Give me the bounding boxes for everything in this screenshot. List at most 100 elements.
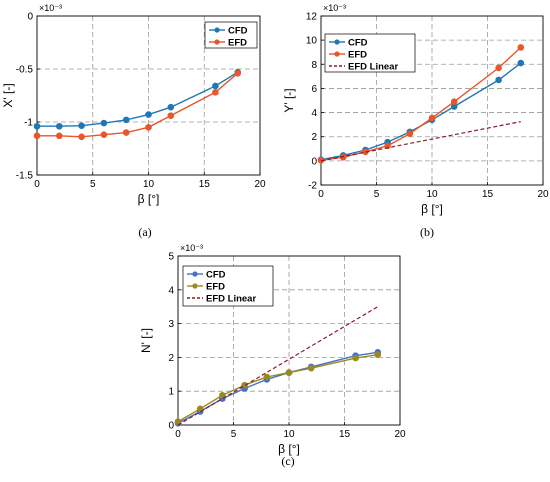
chart-0: 0 5 10 15 20 0 -0.5 -1 -1.5 ×10⁻³ β [°] X' [-] CFDEF… xyxy=(1,3,266,239)
y-tick-label: -1 xyxy=(24,118,33,129)
data-point xyxy=(307,364,315,372)
legend-box xyxy=(204,21,258,49)
y-axis-label: N' [-] xyxy=(139,328,153,353)
legend-entry: EFD Linear xyxy=(348,62,398,73)
data-point xyxy=(56,122,63,130)
data-point xyxy=(33,132,41,140)
x-tick-label: 15 xyxy=(339,429,351,440)
y-tick-label: -1.5 xyxy=(16,171,34,182)
data-point xyxy=(517,44,525,51)
y-tick-label: 2 xyxy=(311,132,317,143)
data-point xyxy=(495,64,502,72)
y-tick-label: 4 xyxy=(168,285,174,296)
legend-entry: CFD xyxy=(206,270,226,281)
y-tick-label: -2 xyxy=(308,181,317,192)
y-tick-label: 0 xyxy=(27,12,33,23)
y-tick-label: 1 xyxy=(168,387,174,398)
y-tick-label: 3 xyxy=(168,319,174,330)
data-point xyxy=(78,133,85,141)
data-point xyxy=(145,111,152,118)
exponent-label: ×10⁻³ xyxy=(323,3,346,13)
x-tick-label: 10 xyxy=(426,189,438,200)
legend-entry: EFD xyxy=(206,282,225,293)
x-tick-label: 15 xyxy=(199,179,211,190)
data-point xyxy=(122,129,130,136)
series-efd xyxy=(317,44,525,164)
y-tick-label: 0 xyxy=(168,421,174,432)
data-point xyxy=(285,369,293,376)
x-axis-label: β [°] xyxy=(138,192,160,206)
series-efd xyxy=(33,69,241,141)
chart-2: 0 5 10 15 20 0 1 2 3 4 5 ×10⁻³ β [°] N' [-] CFDEFDEFD … xyxy=(139,243,406,468)
subcaption: (a) xyxy=(138,225,151,239)
data-point xyxy=(196,405,204,413)
x-tick-label: 0 xyxy=(175,429,181,440)
data-point xyxy=(167,112,175,119)
data-point xyxy=(145,124,152,131)
y-tick-label: -0.5 xyxy=(16,65,34,76)
legend-entry: EFD xyxy=(228,38,247,49)
series-efd-linear xyxy=(320,121,521,162)
y-tick-label: 8 xyxy=(311,60,317,71)
y-tick-label: 6 xyxy=(311,84,317,95)
series-efd xyxy=(174,351,382,425)
x-tick-label: 0 xyxy=(318,189,324,200)
data-point xyxy=(33,122,41,130)
data-point xyxy=(212,82,219,90)
y-tick-label: 5 xyxy=(168,252,174,263)
x-tick-label: 10 xyxy=(143,179,155,190)
x-tick-label: 0 xyxy=(34,179,40,190)
data-point xyxy=(167,103,175,111)
exponent-label: ×10⁻³ xyxy=(180,243,203,253)
legend-swatch-marker xyxy=(192,283,198,289)
subcaption: (c) xyxy=(281,454,294,468)
y-tick-label: 12 xyxy=(306,12,318,23)
data-point xyxy=(428,114,436,122)
legend-swatch-marker xyxy=(214,39,220,45)
x-tick-label: 5 xyxy=(90,179,96,190)
legend-entry: CFD xyxy=(348,38,368,49)
y-axis-label: X' [-] xyxy=(1,83,15,107)
x-tick-label: 20 xyxy=(537,189,549,200)
x-tick-label: 20 xyxy=(394,429,406,440)
y-axis-label: Y' [-] xyxy=(282,88,296,112)
x-axis-label: β [°] xyxy=(278,442,300,456)
data-point xyxy=(374,351,382,358)
subcaption: (b) xyxy=(420,225,434,239)
data-point xyxy=(100,119,108,127)
legend-swatch-marker xyxy=(214,27,220,33)
series-cfd xyxy=(33,68,241,130)
legend-swatch-marker xyxy=(192,271,198,277)
legend-entry: CFD xyxy=(228,26,248,37)
data-point xyxy=(212,89,219,96)
data-point xyxy=(450,98,458,106)
x-tick-label: 20 xyxy=(254,179,266,190)
data-point xyxy=(219,391,226,399)
y-tick-label: 4 xyxy=(311,108,317,119)
y-tick-label: 0 xyxy=(311,156,317,167)
x-tick-label: 15 xyxy=(482,189,494,200)
data-point xyxy=(495,76,502,84)
data-point xyxy=(78,122,85,130)
data-point xyxy=(122,116,130,124)
legend-entry: EFD xyxy=(348,50,367,61)
legend-entry: EFD Linear xyxy=(206,294,256,305)
x-tick-label: 5 xyxy=(231,429,237,440)
series-line xyxy=(320,121,521,162)
data-point xyxy=(241,381,248,389)
data-point xyxy=(406,130,414,137)
data-point xyxy=(384,142,391,150)
legend-swatch-marker xyxy=(334,51,340,57)
exponent-label: ×10⁻³ xyxy=(39,3,62,13)
y-tick-label: 2 xyxy=(168,353,174,364)
data-point xyxy=(263,373,271,381)
x-axis-label: β [°] xyxy=(421,202,443,216)
legend-swatch-marker xyxy=(334,39,340,45)
data-point xyxy=(234,69,241,77)
data-point xyxy=(352,354,359,362)
